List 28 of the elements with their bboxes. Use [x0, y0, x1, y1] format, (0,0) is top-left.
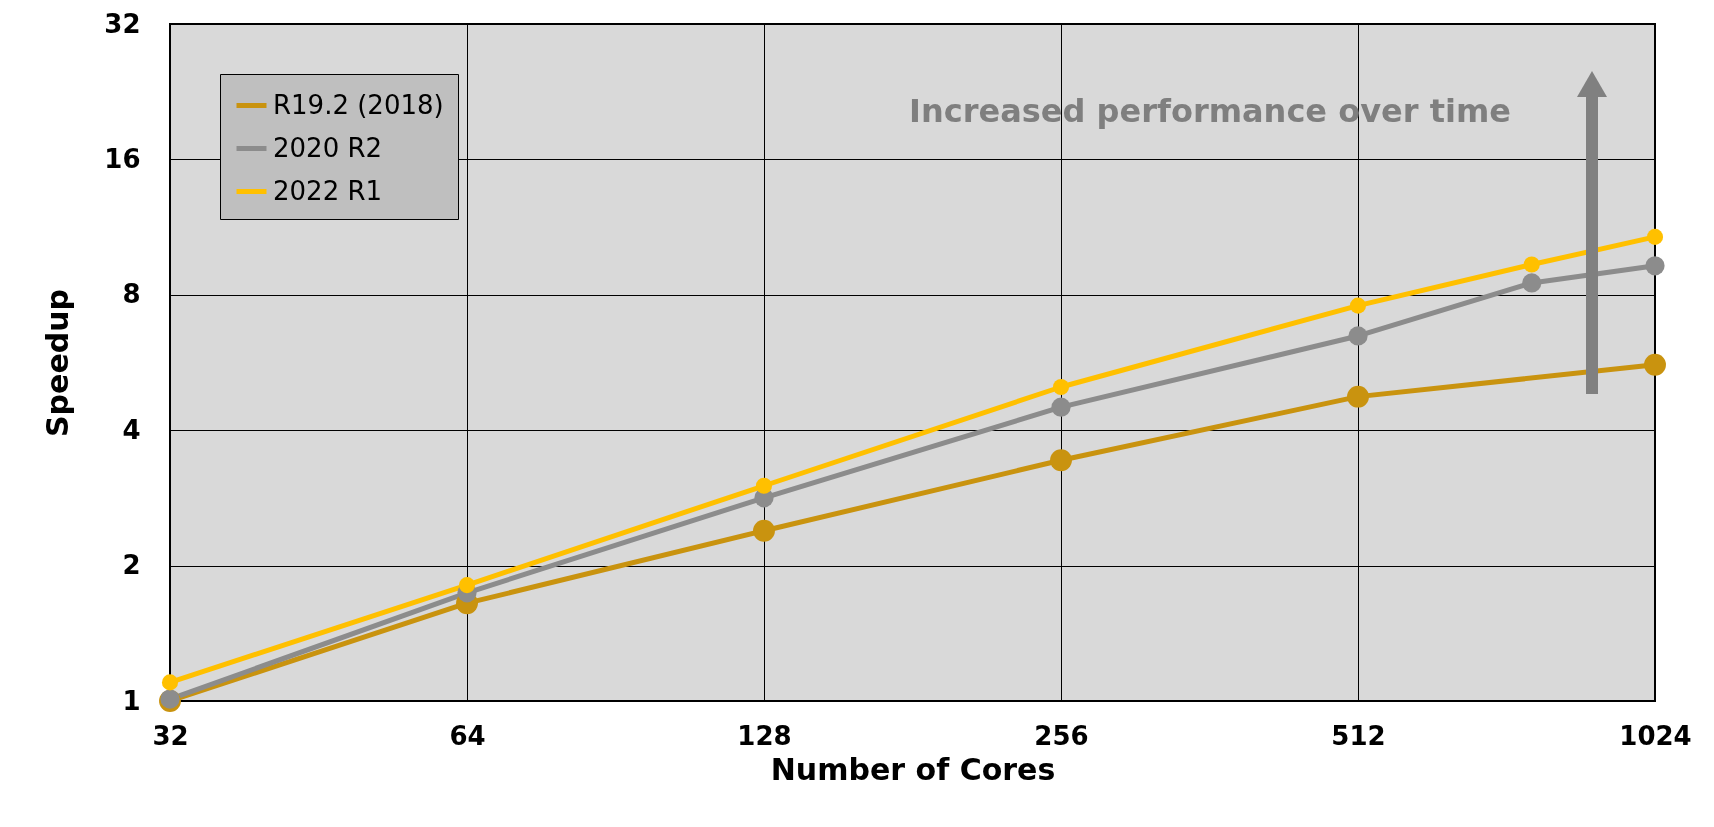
y-tick-label: 32 [104, 8, 141, 39]
y-axis-title: Speedup [40, 288, 76, 438]
point [458, 577, 476, 594]
y-tick-label: 16 [104, 143, 141, 174]
x-tick-label: 128 [737, 720, 792, 751]
y-tick-label: 4 [122, 414, 141, 445]
point [1348, 326, 1368, 346]
point [755, 477, 773, 494]
x-axis-title: Number of Cores [770, 751, 1056, 787]
point [1052, 378, 1070, 396]
x-tick-label: 64 [449, 720, 486, 751]
point [1349, 297, 1367, 314]
point [1347, 385, 1369, 408]
point [161, 674, 179, 691]
legend-label: 2020 R2 [273, 132, 383, 163]
point [753, 519, 775, 542]
point [1050, 449, 1072, 472]
x-tick-label: 32 [152, 720, 189, 751]
y-tick-label: 8 [122, 279, 141, 310]
y-tick-label: 2 [122, 550, 141, 581]
x-tick-label: 1024 [1619, 720, 1692, 751]
point [1644, 353, 1666, 376]
x-tick-label: 256 [1034, 720, 1089, 751]
y-tick-label: 1 [122, 685, 141, 716]
legend-label: R19.2 (2018) [273, 89, 444, 120]
x-tick-label: 512 [1331, 720, 1386, 751]
legend-label: 2022 R1 [273, 175, 383, 206]
point [1051, 397, 1071, 417]
